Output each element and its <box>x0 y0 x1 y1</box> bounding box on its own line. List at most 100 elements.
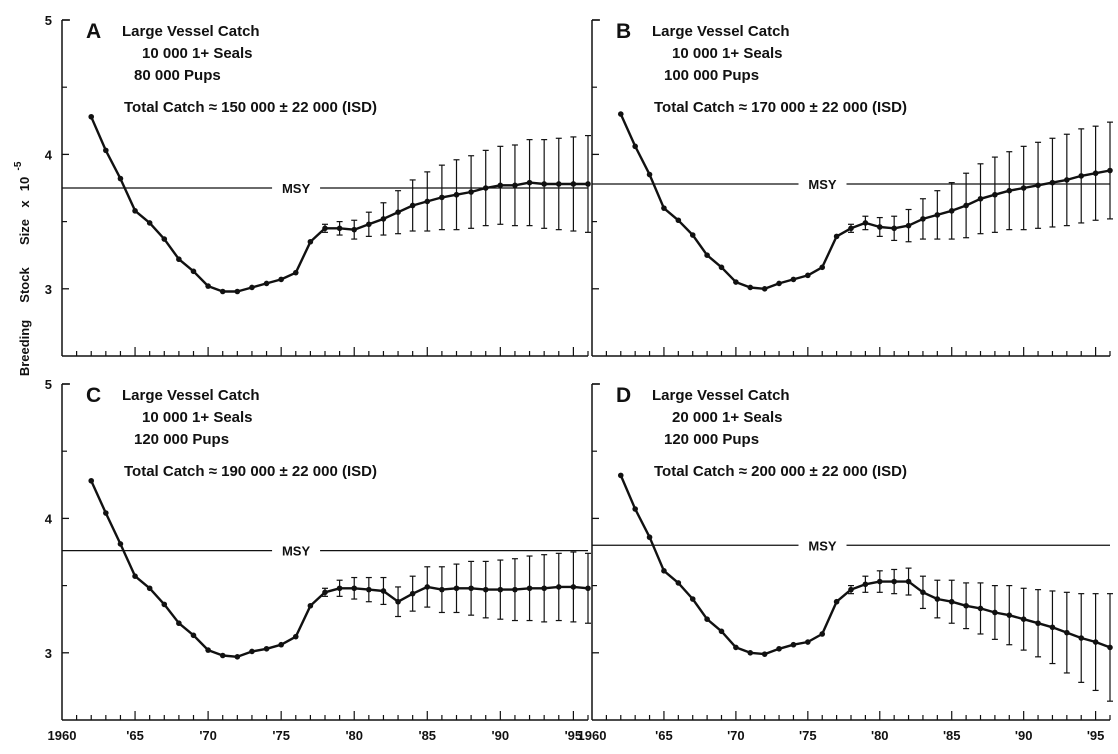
data-point <box>733 279 739 285</box>
data-point <box>776 645 782 652</box>
chart-panel: 5 4 3 MSY A Large Vessel Catch 10 000 1+ Seals… <box>45 13 591 357</box>
x-tick-label: '90 <box>492 728 510 743</box>
data-point <box>848 586 854 593</box>
x-tick-label: '85 <box>418 728 436 743</box>
panel-annotation: 100 000 Pups <box>664 67 759 84</box>
data-point <box>453 585 460 592</box>
data-point <box>675 217 682 224</box>
data-point <box>876 578 883 585</box>
data-point <box>905 578 912 585</box>
data-point <box>617 472 624 479</box>
series-line <box>90 116 588 293</box>
data-point <box>632 506 638 512</box>
data-point <box>468 585 474 592</box>
panel-annotation: 10 000 1+ Seals <box>142 45 253 62</box>
data-point <box>366 586 372 593</box>
data-point <box>646 534 653 541</box>
panel-letter: C <box>86 384 101 407</box>
data-point <box>351 585 358 592</box>
data-point <box>541 585 547 592</box>
data-point <box>424 584 431 590</box>
data-point <box>934 596 941 602</box>
chart-panel: 1960 '65 '70 '75 '80 '85 '90 '95 MSY D Large Vesse… <box>578 383 1113 743</box>
data-point <box>733 644 739 651</box>
data-point <box>541 181 547 187</box>
data-point <box>833 233 840 240</box>
data-point <box>146 585 153 592</box>
data-point <box>366 221 372 228</box>
data-point <box>103 147 109 154</box>
data-point <box>307 602 314 609</box>
data-point <box>689 596 696 602</box>
data-point <box>617 111 624 117</box>
data-point <box>977 605 984 612</box>
data-point <box>292 269 299 276</box>
data-point <box>920 216 926 222</box>
panel-annotation: Large Vessel Catch <box>652 23 790 40</box>
data-point <box>482 586 489 593</box>
data-point <box>512 182 518 189</box>
data-point <box>977 195 984 202</box>
panel-annotation: Large Vessel Catch <box>652 387 790 404</box>
x-tick-label: '95 <box>565 728 583 743</box>
data-point <box>1078 173 1085 179</box>
panel-annotation: 120 000 Pups <box>664 431 759 448</box>
data-point <box>146 220 153 226</box>
data-point <box>661 205 667 211</box>
data-point <box>322 589 328 596</box>
panel-annotation: 10 000 1+ Seals <box>672 45 783 62</box>
data-point <box>819 264 826 271</box>
y-axis-label-word: Size <box>17 219 32 245</box>
panel-annotation: Large Vessel Catch <box>122 23 260 40</box>
data-point <box>249 284 255 291</box>
data-point <box>761 286 768 292</box>
data-point <box>263 280 270 287</box>
data-point <box>307 238 314 245</box>
panel-annotation: 20 000 1+ Seals <box>672 409 783 426</box>
data-point <box>439 586 445 593</box>
data-point <box>322 225 328 232</box>
data-point <box>336 585 343 592</box>
data-point <box>891 578 897 585</box>
data-point <box>278 276 284 283</box>
data-point <box>205 647 211 653</box>
data-point <box>948 208 955 214</box>
data-point <box>963 602 969 609</box>
data-point <box>992 609 998 616</box>
data-point <box>234 654 241 660</box>
y-axis-label: Breeding Stock Size x 10 -5 <box>13 161 32 376</box>
data-point <box>103 510 109 516</box>
data-point <box>263 645 270 652</box>
data-point <box>862 220 869 226</box>
data-point <box>761 651 768 657</box>
data-point <box>992 191 998 198</box>
data-point <box>1020 185 1027 191</box>
data-point <box>805 272 811 279</box>
panel-letter: B <box>616 20 631 43</box>
data-point <box>176 256 182 263</box>
series-line <box>619 113 1111 290</box>
data-point <box>380 216 387 222</box>
data-point <box>1107 644 1113 651</box>
y-axis-label-word: x <box>17 200 32 208</box>
data-point <box>249 648 255 655</box>
panel-letter: D <box>616 384 631 407</box>
data-point <box>351 226 358 233</box>
data-point <box>278 641 284 648</box>
data-point <box>805 639 811 645</box>
data-point <box>790 641 797 648</box>
panel-annotation: Total Catch ≈ 150 000 ± 22 000 (ISD) <box>124 99 377 116</box>
x-tick-label: '75 <box>272 728 290 743</box>
panel-annotation: Total Catch ≈ 170 000 ± 22 000 (ISD) <box>654 99 907 116</box>
y-tick-label: 5 <box>45 13 52 28</box>
y-tick-label: 5 <box>45 377 52 392</box>
x-tick-label: '85 <box>943 728 961 743</box>
data-point <box>526 585 533 592</box>
data-point <box>689 232 696 238</box>
series-line <box>619 474 1111 656</box>
data-point <box>190 632 197 639</box>
data-point <box>948 598 955 605</box>
panel-annotation: Large Vessel Catch <box>122 387 260 404</box>
data-point <box>453 191 460 198</box>
